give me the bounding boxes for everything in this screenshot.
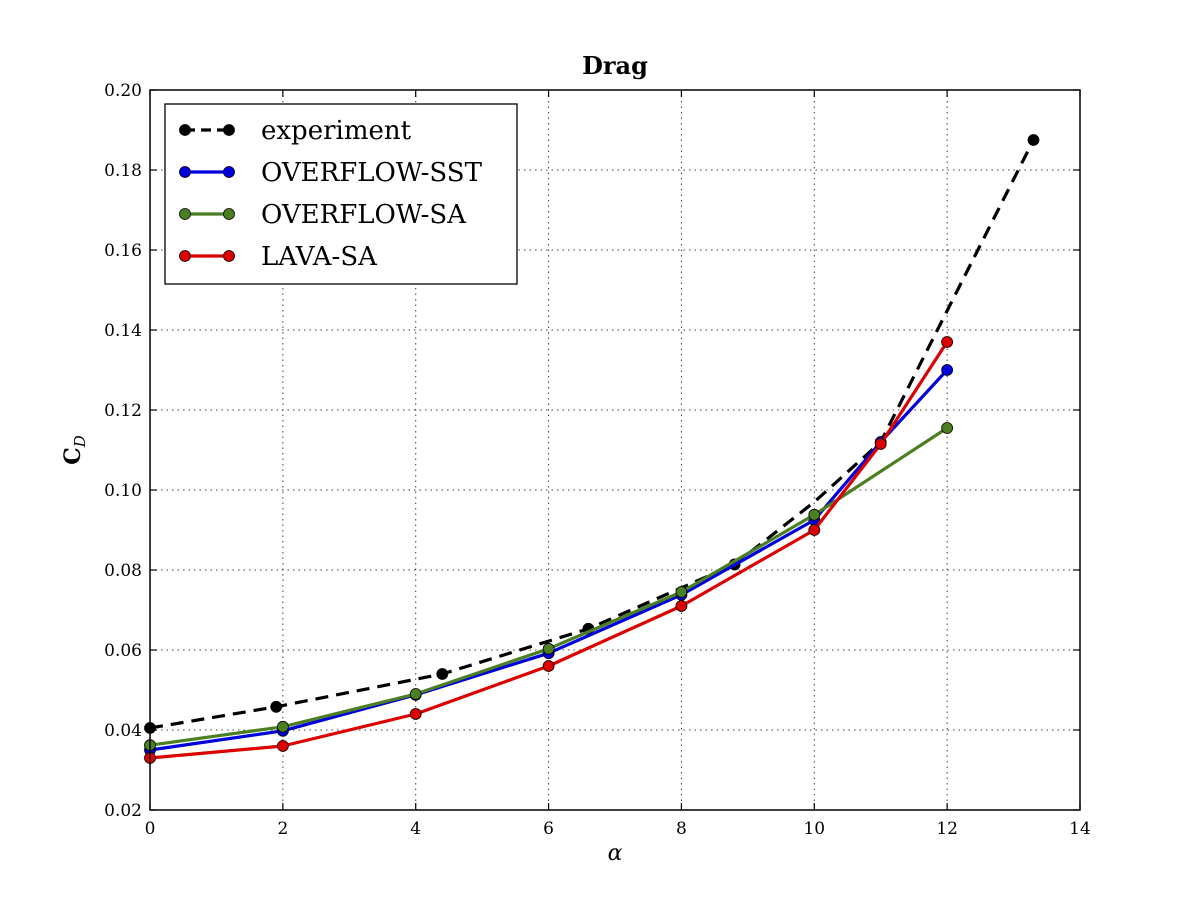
series-line-overflow-sst xyxy=(148,368,949,752)
data-point-lava-sa xyxy=(808,524,821,536)
data-point-lava-sa xyxy=(542,660,555,672)
x-tick-label: 12 xyxy=(936,819,958,839)
legend-swatch-marker xyxy=(179,166,191,178)
legend-label: OVERFLOW-SST xyxy=(261,158,483,188)
y-tick-label: 0.16 xyxy=(104,241,142,261)
series-line-lava-sa xyxy=(148,340,949,760)
y-tick-label: 0.06 xyxy=(104,641,142,661)
legend-label: OVERFLOW-SA xyxy=(261,200,467,230)
x-tick-label: 0 xyxy=(145,819,156,839)
y-tick-label: 0.14 xyxy=(104,321,142,341)
legend-item-overflow-sa: OVERFLOW-SA xyxy=(179,200,467,230)
legend-swatch-marker xyxy=(223,166,235,178)
data-point-lava-sa xyxy=(409,708,422,720)
data-point-experiment xyxy=(436,668,449,680)
x-tick-label: 10 xyxy=(803,819,825,839)
data-point-overflow-sa xyxy=(675,586,688,598)
y-axis-label-subscript: D xyxy=(71,435,89,448)
data-point-overflow-sst xyxy=(941,364,953,376)
x-tick-label: 14 xyxy=(1069,819,1091,839)
legend-swatch-marker xyxy=(179,208,191,220)
data-point-lava-sa xyxy=(874,438,887,450)
y-tick-label: 0.08 xyxy=(104,561,142,581)
y-tick-label: 0.04 xyxy=(104,721,142,741)
y-axis-label: CD xyxy=(60,435,89,465)
data-point-overflow-sa xyxy=(542,642,555,655)
y-tick-label: 0.18 xyxy=(104,161,142,181)
data-point-lava-sa xyxy=(675,600,688,612)
legend-item-experiment: experiment xyxy=(179,116,412,146)
x-tick-label: 6 xyxy=(543,819,554,839)
series-layer xyxy=(144,134,1040,764)
y-axis-label-main: C xyxy=(60,447,86,465)
legend-swatch-marker xyxy=(223,208,235,220)
x-tick-label: 4 xyxy=(410,819,421,839)
data-point-overflow-sa xyxy=(941,422,953,434)
legend-label: LAVA-SA xyxy=(261,242,378,272)
plot-frame xyxy=(149,89,1081,811)
legend: experiment OVERFLOW-SST OVERFLOW-SA LAVA-SA xyxy=(164,103,518,285)
series-overflow-sst xyxy=(144,364,953,756)
series-overflow-sa xyxy=(144,422,953,752)
data-point-experiment xyxy=(270,700,283,713)
data-point-lava-sa xyxy=(941,336,953,348)
data-point-overflow-sa xyxy=(409,688,422,700)
y-tick-label: 0.02 xyxy=(104,801,142,821)
chart-title: Drag xyxy=(582,51,648,80)
series-line-experiment xyxy=(149,139,1035,730)
x-tick-label: 8 xyxy=(676,819,687,839)
data-point-lava-sa xyxy=(276,740,289,752)
series-experiment xyxy=(144,134,1040,734)
y-tick-label: 0.12 xyxy=(104,401,142,421)
data-point-overflow-sa xyxy=(808,508,821,521)
legend-swatch-marker xyxy=(223,250,235,262)
y-tick-label: 0.10 xyxy=(104,481,142,501)
legend-item-overflow-sst: OVERFLOW-SST xyxy=(179,158,483,188)
data-point-experiment xyxy=(1027,134,1040,146)
legend-swatch-marker xyxy=(223,124,235,136)
x-axis-label: α xyxy=(608,841,623,866)
legend-swatch-marker xyxy=(179,250,191,262)
y-tick-label: 0.20 xyxy=(104,81,142,101)
data-point-overflow-sa xyxy=(276,720,289,733)
x-tick-label: 2 xyxy=(277,819,288,839)
series-lava-sa xyxy=(144,336,953,764)
legend-item-lava-sa: LAVA-SA xyxy=(179,242,378,272)
legend-swatch-marker xyxy=(179,124,191,136)
ticks: 0 2 4 6 8 10 12 14 0.02 0.04 0.06 0.08 0.10 0.12 0.14 0… xyxy=(104,81,1091,839)
legend-label: experiment xyxy=(261,116,412,146)
